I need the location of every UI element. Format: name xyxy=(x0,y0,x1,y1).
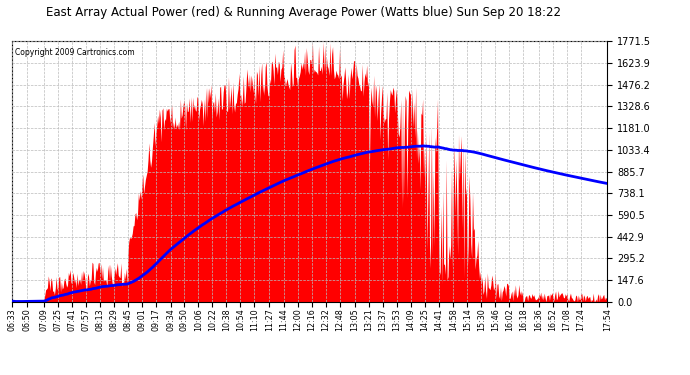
Text: East Array Actual Power (red) & Running Average Power (Watts blue) Sun Sep 20 18: East Array Actual Power (red) & Running … xyxy=(46,6,561,19)
Text: Copyright 2009 Cartronics.com: Copyright 2009 Cartronics.com xyxy=(15,48,135,57)
